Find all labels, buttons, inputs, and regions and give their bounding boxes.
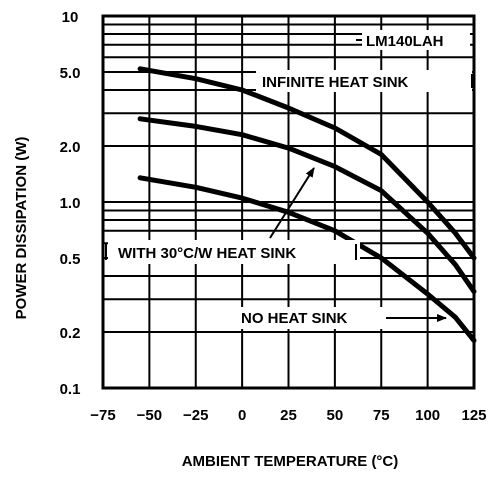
part-number-label-box (362, 30, 470, 50)
no-heat-sink-label-box (237, 307, 383, 329)
series-line-0 (137, 66, 477, 261)
y-tick-label: 2.0 (60, 139, 81, 156)
y-tick-label: 0.5 (60, 251, 81, 268)
x-tick-label: −50 (137, 407, 162, 424)
x-tick-label: 50 (327, 407, 344, 424)
with-30cw-heat-sink-label-box (108, 240, 360, 264)
x-tick-label: −25 (183, 407, 208, 424)
plot-frame (101, 14, 476, 390)
x-tick-labels: −75 −50 −25 0 25 50 75 100 125 (90, 407, 486, 424)
y-tick-label: 5.0 (60, 65, 81, 82)
series-line-2 (137, 175, 477, 343)
y-tick-labels: 10 5.0 2.0 1.0 0.5 0.2 0.1 (60, 9, 81, 398)
y-axis-title: POWER DISSIPATION (W) (13, 137, 30, 320)
series-line-1 (137, 116, 477, 295)
no-heat-sink-label: NO HEAT SINK (241, 310, 348, 327)
y-tick-label: 10 (62, 9, 79, 26)
y-tick-label: 1.0 (60, 195, 81, 212)
x-tick-label: 0 (238, 407, 246, 424)
x-tick-label: 25 (280, 407, 297, 424)
y-tick-label: 0.1 (60, 381, 81, 398)
y-tick-label: 0.2 (60, 325, 81, 342)
x-tick-label: −75 (90, 407, 115, 424)
infinite-heat-sink-label-box (256, 70, 472, 92)
part-number-label: LM140LAH (366, 33, 444, 50)
with-30-arrow (269, 167, 315, 239)
curves (137, 66, 477, 343)
with-30cw-heat-sink-label: WITH 30°C/W HEAT SINK (118, 245, 296, 262)
x-tick-label: 75 (373, 407, 390, 424)
x-tick-label: 100 (415, 407, 440, 424)
x-axis-title: AMBIENT TEMPERATURE (°C) (182, 453, 399, 470)
x-tick-label: 125 (461, 407, 486, 424)
infinite-heat-sink-label: INFINITE HEAT SINK (262, 74, 409, 91)
